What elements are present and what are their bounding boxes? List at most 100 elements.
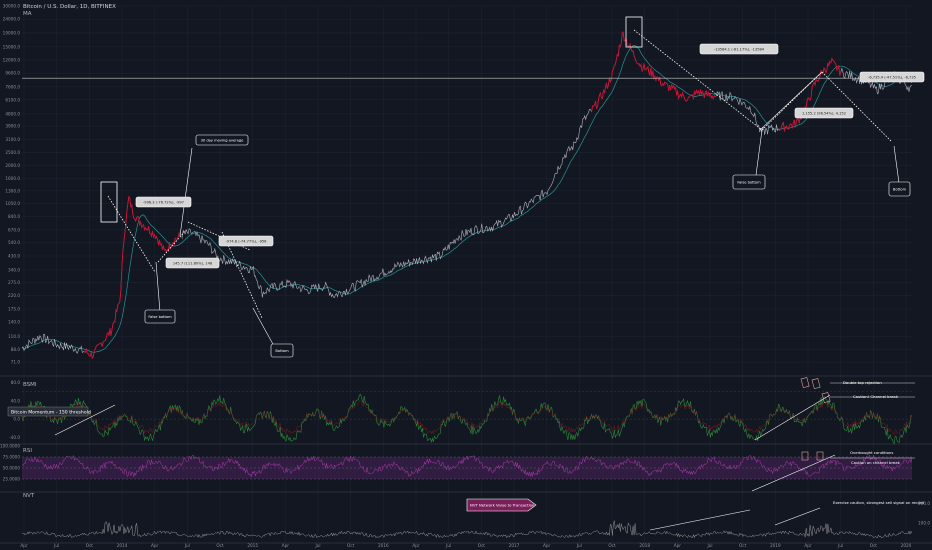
y-axis-ticks: 30000.0 24000.0 19000.0 15000.0 12000.0 9600.… bbox=[0, 4, 930, 526]
y-tick-label: 220.0 bbox=[8, 293, 20, 298]
y-tick-label: 25.0000 bbox=[3, 477, 21, 482]
smi-highlight-box bbox=[821, 392, 831, 404]
annotation-label: False bottom bbox=[737, 181, 761, 185]
callout-line bbox=[755, 129, 763, 176]
x-tick-label: Apr bbox=[151, 543, 159, 548]
y-tick-label: 110.0 bbox=[8, 334, 20, 339]
y-tick-label: 15000.0 bbox=[3, 44, 21, 49]
y-tick-label: 1050.0 bbox=[5, 201, 20, 206]
rsi-highlight-box bbox=[801, 451, 809, 461]
y-tick-label: 7600.0 bbox=[5, 84, 20, 89]
y-tick-label: 100.0000 bbox=[0, 444, 20, 449]
callout-line bbox=[252, 307, 275, 347]
annotation-box bbox=[195, 134, 249, 146]
x-tick-label: 2020 bbox=[901, 543, 912, 548]
overlay-lines bbox=[22, 16, 915, 531]
x-tick-label: 2017 bbox=[509, 543, 520, 548]
smi-signal-line bbox=[21, 399, 913, 436]
x-axis-ticks: Apr Jul Oct 2014 Apr Jul Oct 2015 Apr Jul Oct 2016 A… bbox=[20, 543, 911, 548]
annotation-box bbox=[732, 174, 766, 190]
y-tick-label: 4800.0 bbox=[5, 111, 20, 116]
annotation-label: -13584.1 (-81.17%), -13584 bbox=[714, 48, 765, 52]
y-tick-label: -40.0 bbox=[9, 435, 20, 440]
smi-note: Double top rejection bbox=[843, 380, 882, 385]
smi-highlight-box bbox=[800, 377, 810, 389]
x-tick-label: 2019 bbox=[770, 543, 781, 548]
trend-line bbox=[187, 221, 251, 251]
x-tick-label: 2016 bbox=[378, 543, 389, 548]
nvt-trend-line bbox=[649, 509, 751, 531]
rsi-highlight-box bbox=[816, 451, 824, 461]
y-tick-label: 670.0 bbox=[8, 227, 20, 232]
smi-highlight-box bbox=[811, 378, 821, 390]
smi-trend-line bbox=[754, 394, 831, 441]
y-tick-label: 540.0 bbox=[8, 240, 20, 245]
indicator-label: MA bbox=[23, 11, 32, 17]
annotation-box bbox=[888, 181, 911, 197]
y-tick-label: 2500.0 bbox=[5, 150, 20, 155]
callout-line bbox=[759, 71, 823, 131]
y-tick-label: 30000.0 bbox=[3, 4, 21, 9]
annotation-box bbox=[144, 309, 176, 324]
annotation-box bbox=[859, 71, 925, 83]
smi-label-box bbox=[7, 406, 89, 417]
rsi-pane-label: RSI bbox=[23, 448, 32, 454]
nvt-pane-label: NVT bbox=[23, 493, 35, 499]
x-tick-label: Jul bbox=[314, 543, 320, 548]
x-tick-label: Jul bbox=[445, 543, 451, 548]
x-tick-label: Jul bbox=[184, 543, 190, 548]
x-tick-label: Jul bbox=[837, 543, 843, 548]
pane-dividers bbox=[0, 375, 932, 544]
y-tick-label: 140.0 bbox=[8, 320, 20, 325]
y-tick-label: 200.0 bbox=[918, 501, 930, 506]
trend-line bbox=[821, 71, 893, 143]
annotation-label: -6,735.4 (-47.51%), -6,735 bbox=[868, 76, 916, 80]
annotation-label: -996.3 (-76.72%), -997 bbox=[143, 201, 184, 205]
smi-note: Caution! Channel break bbox=[853, 394, 899, 399]
x-tick-label: Oct bbox=[870, 543, 878, 548]
annotation-box bbox=[699, 43, 779, 55]
annotation-label: Bottom bbox=[275, 349, 289, 353]
annotation-box bbox=[218, 235, 274, 247]
smi-pane-label: BSMI bbox=[23, 382, 37, 388]
annotation-box bbox=[794, 107, 854, 119]
callout-line bbox=[155, 261, 161, 313]
ma-line bbox=[21, 45, 913, 353]
y-tick-label: 2000.0 bbox=[5, 163, 20, 168]
annotation-box bbox=[270, 343, 294, 358]
x-tick-label: 2018 bbox=[639, 543, 650, 548]
chart-title: Bitcoin / U.S. Dollar, 1D, BITFINEX bbox=[23, 4, 116, 10]
y-tick-label: 50.0000 bbox=[3, 466, 21, 471]
y-tick-label: 0.0 bbox=[13, 417, 20, 422]
annotation-label: Bottom bbox=[893, 188, 907, 192]
smi-trend-line bbox=[54, 404, 116, 436]
x-tick-label: 2014 bbox=[117, 543, 128, 548]
nvt-trend-line bbox=[774, 507, 821, 526]
annotation-label: 145.7 (111.80%), 148 bbox=[173, 262, 213, 266]
x-tick-label: Oct bbox=[86, 543, 94, 548]
y-tick-label: 24000.0 bbox=[3, 17, 21, 22]
nvt-note: Exercise caution, strongest sell signal … bbox=[833, 500, 924, 505]
smi-threshold-label: Bitcoin Momentum - 150 threshold bbox=[11, 410, 91, 416]
x-tick-label: Jul bbox=[576, 543, 582, 548]
callout-line bbox=[893, 145, 900, 184]
y-tick-label: 12000.0 bbox=[3, 57, 21, 62]
peak-box bbox=[100, 181, 118, 223]
trend-line bbox=[157, 229, 187, 263]
rsi-trend-line bbox=[751, 454, 836, 492]
y-tick-label: 80.0 bbox=[11, 380, 21, 385]
y-tick-label: 1600.0 bbox=[5, 176, 20, 181]
y-tick-label: 3900.0 bbox=[5, 124, 20, 129]
x-tick-label: Oct bbox=[739, 543, 747, 548]
x-tick-label: Apr bbox=[804, 543, 812, 548]
annotation-label: False bottom bbox=[148, 315, 172, 319]
trend-line bbox=[633, 29, 763, 131]
x-tick-label: Oct bbox=[347, 543, 355, 548]
rsi-note: Overbought conditions bbox=[850, 450, 893, 455]
x-tick-label: 2015 bbox=[247, 543, 258, 548]
x-tick-label: Apr bbox=[20, 543, 28, 548]
y-tick-label: 75.0000 bbox=[3, 455, 21, 460]
y-tick-label: 100.0 bbox=[918, 520, 930, 525]
nvt-line bbox=[21, 520, 913, 539]
